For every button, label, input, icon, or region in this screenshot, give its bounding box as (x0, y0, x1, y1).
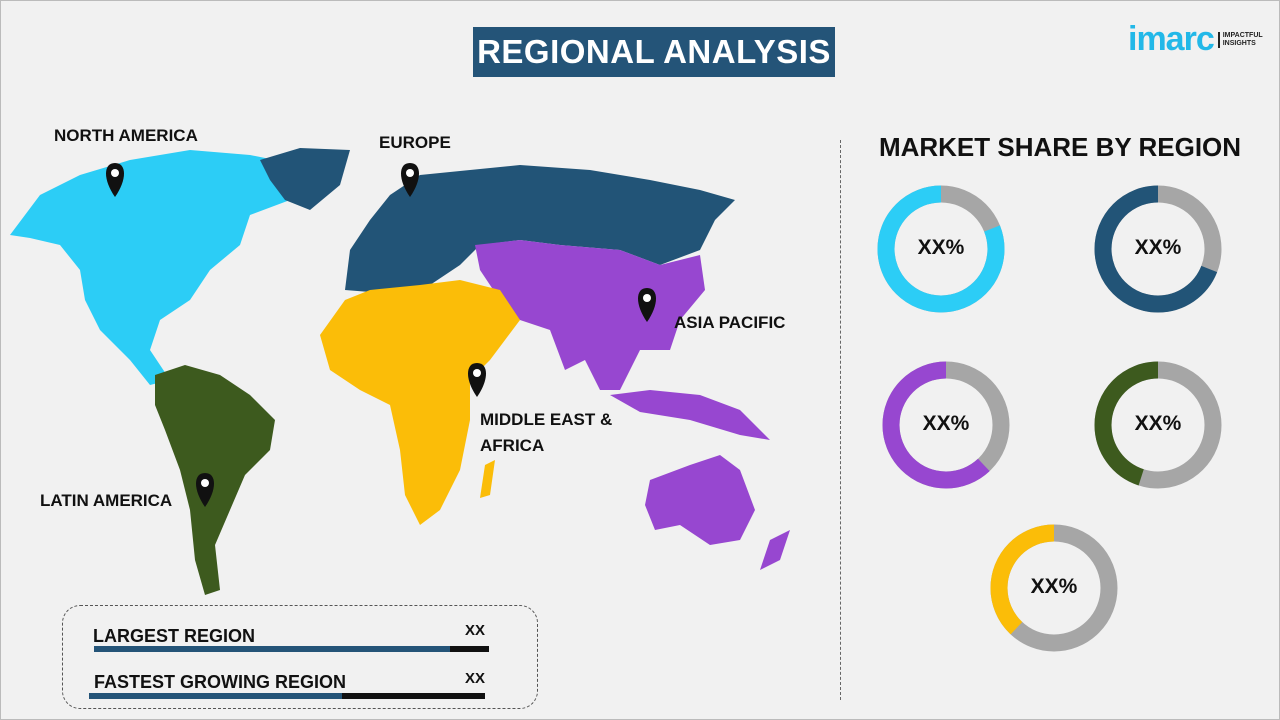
label-latin-america: LATIN AMERICA (40, 491, 173, 510)
region-greenland (260, 148, 350, 210)
donut-label-north-america: XX% (917, 236, 965, 259)
map-pin-icon (468, 363, 486, 397)
donut-label-latin-america: XX% (1134, 412, 1182, 435)
logo-tagline: IMPACTFUL INSIGHTS (1217, 31, 1263, 48)
label-middle-east-africa: MIDDLE EAST & AFRICA (480, 410, 613, 455)
logo-word: imarc (1128, 20, 1215, 58)
fastest-growing-label: FASTEST GROWING REGION (94, 672, 347, 692)
divider (840, 140, 841, 700)
map-pin-icon (196, 473, 214, 507)
region-middle-east-africa (320, 280, 520, 525)
donut-label-asia-pacific: XX% (922, 412, 970, 435)
region-north-america (10, 150, 320, 385)
label-north-america: NORTH AMERICA (54, 126, 198, 145)
donut-segment-asia-pacific (882, 361, 1010, 489)
map-pin-icon (638, 288, 656, 322)
donut-label-europe: XX% (1134, 236, 1182, 259)
imarc-logo: imarc IMPACTFUL INSIGHTS (1128, 20, 1263, 59)
donut-label-middle-east-africa: XX% (1030, 575, 1078, 598)
map-pin-icon (401, 163, 419, 197)
donut-segment-middle-east-africa (990, 524, 1118, 652)
region-asia-pacific (475, 240, 705, 390)
region-new-zealand (760, 530, 790, 570)
largest-region-value: XX (465, 622, 486, 639)
donut-segment-north-america (877, 185, 1005, 313)
label-asia-pacific: ASIA PACIFIC (674, 313, 786, 332)
region-europe (345, 165, 735, 292)
world-map (10, 148, 790, 595)
fastest-growing-value: XX (465, 670, 486, 687)
donut-segment-latin-america (1094, 361, 1222, 489)
market-share-title: MARKET SHARE BY REGION (878, 132, 1242, 162)
map-pin-icon (106, 163, 124, 197)
region-indonesia (610, 390, 770, 440)
fastest-growing-bar (89, 693, 485, 699)
largest-region-label: LARGEST REGION (93, 626, 256, 646)
page-title: REGIONAL ANALYSIS (473, 27, 835, 77)
region-madagascar (480, 460, 495, 498)
region-australia (645, 455, 755, 545)
donut-segment-europe (1094, 185, 1222, 313)
region-latin-america (155, 365, 275, 595)
label-europe: EUROPE (379, 133, 451, 152)
largest-region-bar (94, 646, 489, 652)
summary-box: LARGEST REGION XX FASTEST GROWING REGION… (62, 605, 538, 709)
